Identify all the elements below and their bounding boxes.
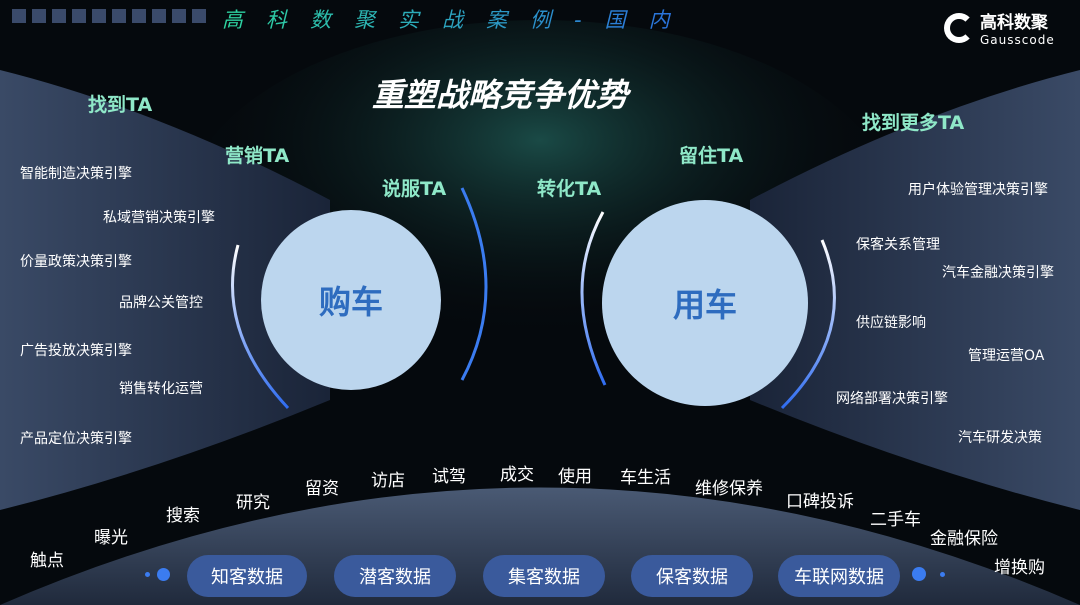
dot-decoration	[145, 572, 150, 577]
dot-decoration	[912, 567, 926, 581]
right-engine: 供应链影响	[856, 315, 926, 331]
left-engine: 私域营销决策引擎	[103, 210, 215, 226]
journey-step: 留资	[305, 479, 339, 499]
dot-decoration	[940, 572, 945, 577]
label-retain-ta: 留住TA	[679, 145, 744, 167]
pill-data: 集客数据	[483, 555, 605, 597]
right-engine: 保客关系管理	[856, 237, 940, 253]
label-persuade-ta: 说服TA	[382, 178, 447, 200]
left-engine: 广告投放决策引擎	[20, 343, 132, 359]
dot-decoration	[157, 568, 170, 581]
pill-data: 保客数据	[631, 555, 753, 597]
journey-step: 增换购	[994, 558, 1045, 578]
left-engine: 品牌公关管控	[119, 295, 203, 311]
right-engine: 管理运营OA	[968, 348, 1045, 364]
logo-en: Gausscode	[980, 33, 1055, 47]
right-engine: 汽车金融决策引擎	[942, 265, 1054, 281]
header-decoration	[12, 9, 206, 23]
series-title: 高科数聚实战案例-国内	[222, 4, 693, 34]
circle-buy-car: 购车	[261, 210, 441, 390]
journey-step: 口碑投诉	[786, 492, 854, 512]
pill-data: 车联网数据	[778, 555, 900, 597]
label-market-ta: 营销TA	[225, 145, 290, 167]
journey-step: 搜索	[166, 506, 200, 526]
circle-use-car: 用车	[602, 200, 808, 406]
journey-step: 成交	[500, 465, 534, 485]
journey-step: 车生活	[620, 468, 671, 488]
pill-data: 知客数据	[187, 555, 307, 597]
journey-step: 触点	[30, 551, 64, 571]
right-engine: 网络部署决策引擎	[836, 391, 948, 407]
journey-step: 试驾	[432, 467, 466, 487]
pill-data: 潜客数据	[334, 555, 456, 597]
right-engine: 用户体验管理决策引擎	[908, 182, 1048, 198]
logo-icon	[944, 12, 974, 43]
journey-step: 使用	[558, 467, 592, 487]
label-find-ta: 找到TA	[88, 94, 153, 116]
journey-step: 访店	[371, 471, 405, 491]
journey-step: 曝光	[94, 528, 128, 548]
journey-step: 金融保险	[930, 529, 998, 549]
left-engine: 价量政策决策引擎	[20, 254, 132, 270]
journey-step: 研究	[236, 493, 270, 513]
left-engine: 智能制造决策引擎	[20, 166, 132, 182]
logo-cn: 高科数聚	[980, 13, 1048, 33]
left-engine: 销售转化运营	[119, 381, 203, 397]
journey-step: 二手车	[870, 510, 921, 530]
page-title: 重塑战略竞争优势	[372, 76, 629, 114]
label-find-more-ta: 找到更多TA	[862, 112, 965, 134]
journey-step: 维修保养	[695, 479, 763, 499]
right-engine: 汽车研发决策	[958, 430, 1042, 446]
left-engine: 产品定位决策引擎	[20, 431, 132, 447]
logo: 高科数聚 Gausscode	[944, 8, 1055, 47]
label-convert-ta: 转化TA	[537, 178, 602, 200]
